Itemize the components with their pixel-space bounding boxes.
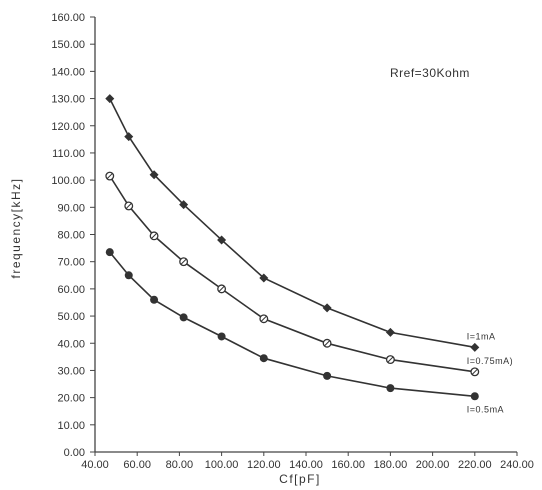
data-point <box>217 235 227 245</box>
data-point <box>150 295 159 304</box>
data-point-slash <box>218 285 225 292</box>
y-tick-label: 30.00 <box>57 365 85 377</box>
data-point-slash <box>387 356 394 363</box>
data-point <box>179 200 189 210</box>
data-point <box>323 371 332 380</box>
data-point <box>470 342 480 352</box>
data-point <box>149 170 159 180</box>
data-point-slash <box>324 340 331 347</box>
y-tick-label: 100.00 <box>51 175 85 187</box>
y-tick-label: 120.00 <box>51 121 85 133</box>
x-tick-label: 40.00 <box>81 459 109 471</box>
data-point-slash <box>260 315 267 322</box>
y-tick-label: 80.00 <box>57 230 85 242</box>
y-tick-label: 90.00 <box>57 202 85 214</box>
x-tick-label: 240.00 <box>500 459 534 471</box>
y-tick-label: 110.00 <box>52 148 85 160</box>
data-point-slash <box>471 368 478 375</box>
data-point <box>217 332 226 341</box>
x-axis-title: Cf[pF] <box>279 472 321 486</box>
x-tick-label: 120.00 <box>247 459 281 471</box>
series-line <box>109 251 475 398</box>
x-tick-label: 180.00 <box>374 459 408 471</box>
series-1: I=0.75mA) <box>105 171 513 377</box>
y-tick-label: 40.00 <box>57 338 85 350</box>
x-tick-label: 220.00 <box>458 459 492 471</box>
data-point <box>259 273 269 283</box>
y-tick-label: 160.00 <box>51 12 85 24</box>
data-point <box>105 94 115 104</box>
y-tick-label: 70.00 <box>57 257 85 269</box>
series-label: I=1mA <box>467 331 496 341</box>
data-point-slash <box>151 232 158 239</box>
x-tick-label: 60.00 <box>123 459 151 471</box>
series-2: I=0.5mA <box>105 248 504 414</box>
data-point <box>124 132 134 142</box>
data-point <box>259 354 268 363</box>
data-point <box>124 271 133 280</box>
data-point <box>179 313 188 322</box>
series-label: I=0.75mA) <box>467 356 513 366</box>
x-tick-label: 80.00 <box>166 459 194 471</box>
x-tick-label: 200.00 <box>416 459 450 471</box>
data-point-slash <box>180 258 187 265</box>
y-tick-label: 20.00 <box>57 393 85 405</box>
y-tick-label: 140.00 <box>51 66 85 78</box>
y-axis-title: frequency[kHz] <box>9 177 23 278</box>
data-point <box>105 248 114 257</box>
data-point <box>385 327 395 337</box>
series-0: I=1mA <box>105 94 495 352</box>
y-tick-label: 60.00 <box>57 284 85 296</box>
y-tick-label: 50.00 <box>57 311 85 323</box>
data-point-slash <box>125 202 132 209</box>
series-line <box>109 175 475 373</box>
data-point <box>386 384 395 393</box>
y-tick-label: 150.00 <box>51 39 85 51</box>
annotation-rref: Rref=30Kohm <box>390 66 470 80</box>
y-tick-label: 130.00 <box>51 94 85 106</box>
series-layer: I=1mA I=0.75mA) I=0.5mA <box>105 94 513 414</box>
x-tick-label: 100.00 <box>205 459 239 471</box>
axes: 0.00 10.00 20.00 30.00 40.00 50.00 60.00 70.00 8… <box>51 12 533 471</box>
y-tick-label: 0.00 <box>64 447 85 459</box>
x-tick-label: 160.00 <box>331 459 365 471</box>
data-point <box>470 392 479 401</box>
y-tick-label: 10.00 <box>57 420 85 432</box>
data-point-slash <box>106 173 113 180</box>
series-label: I=0.5mA <box>467 404 504 414</box>
data-point <box>322 303 332 313</box>
x-tick-label: 140.00 <box>289 459 323 471</box>
series-line <box>109 98 475 349</box>
